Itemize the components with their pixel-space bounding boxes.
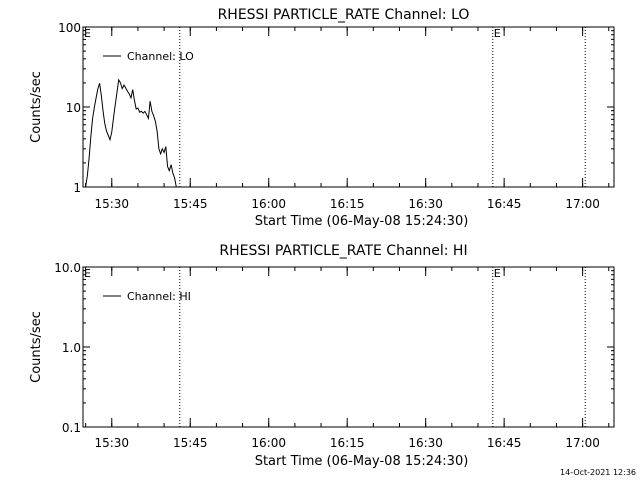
chart-title: RHESSI PARTICLE_RATE Channel: HI <box>219 243 467 259</box>
y-tick-label: 1.0 <box>62 341 81 355</box>
x-tick-label: 16:00 <box>251 436 286 450</box>
y-tick-label: 1 <box>73 181 81 195</box>
y-tick-label: 10 <box>66 101 81 115</box>
x-tick-label: 16:30 <box>408 197 443 211</box>
series-line <box>85 78 177 188</box>
legend-entry: Channel: LO <box>127 50 194 63</box>
x-axis-label: Start Time (06-May-08 15:24:30) <box>255 454 469 469</box>
x-tick-label: 15:45 <box>173 197 208 211</box>
x-tick-label: 16:45 <box>487 197 522 211</box>
event-marker-label: E <box>494 267 501 280</box>
y-axis-label: Counts/sec <box>29 71 44 143</box>
x-tick-label: 15:30 <box>94 197 129 211</box>
x-tick-label: 15:30 <box>94 436 129 450</box>
event-marker-label: E <box>84 267 91 280</box>
y-tick-label: 100 <box>58 21 81 35</box>
x-tick-label: 17:00 <box>565 436 600 450</box>
x-tick-label: 16:30 <box>408 436 443 450</box>
footer-timestamp: 14-Oct-2021 12:36 <box>560 468 636 477</box>
legend-entry: Channel: HI <box>127 290 191 303</box>
panel-hi: RHESSI PARTICLE_RATE Channel: HI 0.1 1.0 10… <box>29 243 615 469</box>
y-axis-label: Counts/sec <box>29 311 44 383</box>
x-tick-label: 16:15 <box>330 197 365 211</box>
x-tick-label: 16:15 <box>330 436 365 450</box>
event-marker-label: E <box>84 27 91 40</box>
x-axis-label: Start Time (06-May-08 15:24:30) <box>255 214 469 229</box>
y-tick-label: 0.1 <box>62 421 81 435</box>
x-tick-label: 17:00 <box>565 197 600 211</box>
chart-title: RHESSI PARTICLE_RATE Channel: LO <box>218 7 470 23</box>
y-tick-label: 10.0 <box>54 261 81 275</box>
event-marker-label: E <box>494 27 501 40</box>
x-tick-label: 15:45 <box>173 436 208 450</box>
x-tick-label: 16:00 <box>251 197 286 211</box>
panel-lo: RHESSI PARTICLE_RATE Channel: LO 1 10 100 15… <box>29 7 615 229</box>
x-tick-label: 16:45 <box>487 436 522 450</box>
